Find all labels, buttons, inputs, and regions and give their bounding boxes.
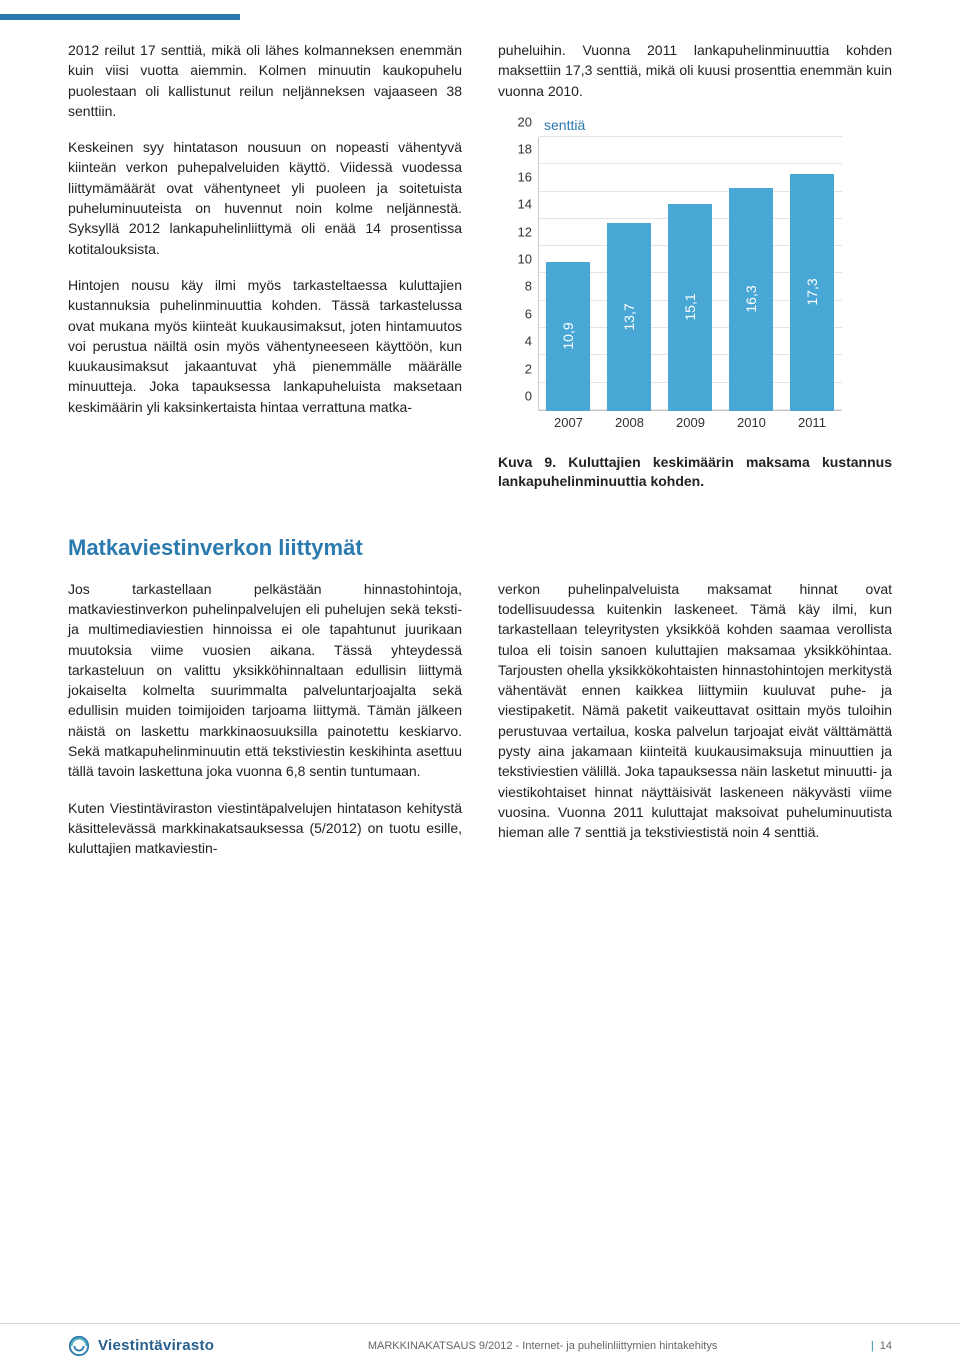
logo-icon [68, 1335, 90, 1357]
y-tick-label: 18 [498, 142, 532, 157]
bar-value-label: 15,1 [682, 294, 698, 321]
chart-y-title: senttiä [544, 117, 892, 133]
x-tick-label: 2009 [676, 415, 705, 437]
section-1: 2012 reilut 17 senttiä, mikä oli lähes k… [68, 40, 892, 507]
bars: 10,9 13,7 15,1 16,3 17,3 [538, 137, 842, 411]
y-tick-label: 20 [498, 114, 532, 129]
x-tick-label: 2010 [737, 415, 766, 437]
bar: 17,3 [790, 174, 834, 411]
x-tick-label: 2011 [798, 415, 826, 437]
bar-value-label: 10,9 [560, 323, 576, 350]
para: verkon puhelinpalveluista maksamat hinna… [498, 579, 892, 843]
para: Jos tarkastellaan pelkästään hinnastohin… [68, 579, 462, 782]
y-tick-label: 12 [498, 224, 532, 239]
bar-value-label: 13,7 [621, 303, 637, 330]
top-accent-rule [0, 14, 240, 20]
bar: 10,9 [546, 262, 590, 411]
x-tick-label: 2008 [615, 415, 644, 437]
bar: 16,3 [729, 188, 773, 411]
para: 2012 reilut 17 senttiä, mikä oli lähes k… [68, 40, 462, 121]
page-separator: | [871, 1340, 874, 1352]
col-right-2: verkon puhelinpalveluista maksamat hinna… [498, 579, 892, 875]
bar-value-label: 17,3 [804, 279, 820, 306]
para: Hintojen nousu käy ilmi myös tarkastelta… [68, 275, 462, 417]
caption-bold: Kuva 9. Kuluttajien keskimäärin maksama … [498, 454, 892, 489]
col-right-1: puheluihin. Vuonna 2011 lankapuhelinminu… [498, 40, 892, 507]
y-tick-label: 16 [498, 169, 532, 184]
bar: 15,1 [668, 204, 712, 411]
page-footer: Viestintävirasto MARKKINAKATSAUS 9/2012 … [0, 1323, 960, 1367]
footer-page: | 14 [871, 1340, 892, 1352]
section-2: Jos tarkastellaan pelkästään hinnastohin… [68, 579, 892, 875]
page: 2012 reilut 17 senttiä, mikä oli lähes k… [0, 0, 960, 1367]
para: Keskeinen syy hintatason nousuun on nope… [68, 137, 462, 259]
chart-caption: Kuva 9. Kuluttajien keskimäärin maksama … [498, 453, 892, 491]
bar: 13,7 [607, 223, 651, 411]
x-axis-labels: 2007 2008 2009 2010 2011 [538, 415, 842, 437]
page-number: 14 [880, 1340, 892, 1352]
para: puheluihin. Vuonna 2011 lankapuhelinminu… [498, 40, 892, 101]
y-tick-label: 4 [498, 334, 532, 349]
y-tick-label: 0 [498, 388, 532, 403]
y-tick-label: 6 [498, 306, 532, 321]
section-heading: Matkaviestinverkon liittymät [68, 535, 892, 561]
y-tick-label: 8 [498, 279, 532, 294]
bar-value-label: 16,3 [743, 286, 759, 313]
col-left-1: 2012 reilut 17 senttiä, mikä oli lähes k… [68, 40, 462, 507]
y-tick-label: 10 [498, 251, 532, 266]
footer-doc-title: MARKKINAKATSAUS 9/2012 - Internet- ja pu… [214, 1340, 871, 1352]
chart-wrap: senttiä 10,913,715,116,317,3 20072008200… [498, 117, 892, 437]
y-tick-label: 14 [498, 197, 532, 212]
bar-chart: 10,913,715,116,317,3 2007200820092010201… [498, 137, 848, 437]
y-tick-label: 2 [498, 361, 532, 376]
footer-left: Viestintävirasto [68, 1335, 214, 1357]
x-tick-label: 2007 [554, 415, 583, 437]
col-left-2: Jos tarkastellaan pelkästään hinnastohin… [68, 579, 462, 875]
para: Kuten Viestintäviraston viestintäpalvelu… [68, 798, 462, 859]
footer-brand: Viestintävirasto [98, 1337, 214, 1354]
